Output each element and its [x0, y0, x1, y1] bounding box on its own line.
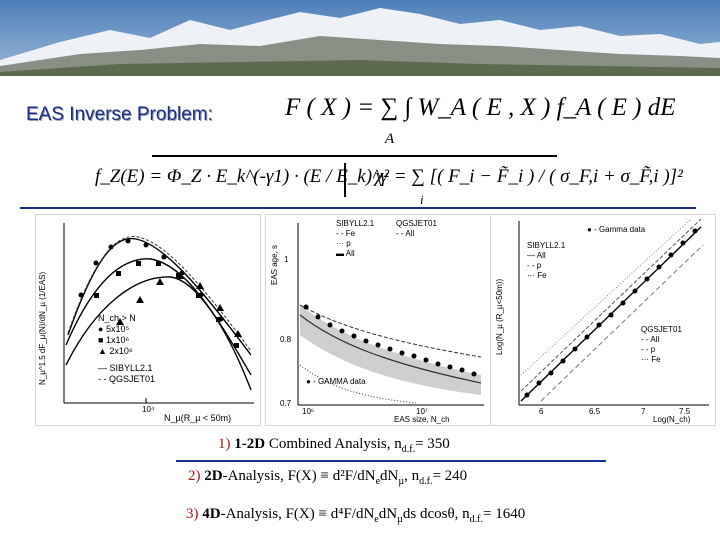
panel1-xtick: 10⁴	[142, 405, 155, 414]
panel2-legend-left: SIBYLL2.1 - - Fe ··· p ▬ All	[336, 219, 375, 258]
panel3-xtick: 7	[641, 407, 646, 416]
panel2-legend-item: p	[346, 239, 351, 248]
panel2-xlabel: EAS size, N_ch	[394, 415, 450, 424]
plot-panel-muon-vs-size: Log(N_µ (R_µ<50m)) 6 6.5 7 7.5 Log(N_ch)…	[490, 214, 716, 426]
panel2-ytick: 1	[284, 255, 289, 264]
panel3-ylabel: Log(N_µ (R_µ<50m))	[495, 278, 504, 355]
panel2-ytick: 0.7	[280, 399, 292, 408]
panel2-legend-item: SIBYLL2.1	[336, 219, 375, 228]
panel3-legend-item: Fe	[537, 271, 547, 280]
plot-panel-eas-age: EAS age, s 1 0.8 0.7 10⁶ 10⁷ EAS size, N…	[265, 214, 491, 426]
panel1-legend-item: 1x10⁶	[105, 335, 130, 345]
panel1-legend: N_ch > N ● 5x10⁵ ■ 1x10⁶ ▲ 2x10⁶ — SIBYL…	[98, 313, 156, 384]
spectrum-formula: f_Z(E) = Φ_Z · E_k^(-γ1) · (E / E_k)^γ	[95, 166, 388, 187]
slide-title: EAS Inverse Problem:	[26, 104, 213, 125]
panel3-legend-item: p	[650, 345, 656, 354]
panel2-legend-item: All	[345, 249, 355, 258]
formula-sum-index: A	[385, 131, 395, 147]
panel2-legend-item: QGSJET01	[396, 219, 437, 228]
panel3-legend-title: QGSJET01	[641, 325, 682, 334]
panel3-legend-item: p	[536, 261, 542, 270]
panel1-model-line: SIBYLL2.1	[109, 363, 153, 373]
panel2-ylabel: EAS age, s	[270, 244, 279, 285]
caption-4d-analysis: 3) 4D-Analysis, F(X) ≡ d⁴F/dNedNµds dcos…	[186, 506, 526, 525]
section-divider	[20, 207, 696, 209]
panel1-legend-title: N_ch > N	[98, 313, 136, 323]
panel3-xlabel: Log(N_ch)	[653, 415, 691, 424]
panel3-legend-top: SIBYLL2.1 — All - - p ··· Fe	[527, 241, 566, 280]
chi2-sum-index: i	[420, 192, 424, 207]
panel2-ytick: 0.8	[280, 335, 292, 344]
formula-separator	[344, 163, 346, 197]
caption-combined-analysis: 1) 1-2D Combined Analysis, nd.f.= 350	[218, 436, 450, 455]
panel2-data-label: ● - GAMMA data	[306, 377, 366, 386]
panel3-legend-bottom: QGSJET01 - - All - - p ··· Fe	[641, 325, 682, 364]
chi2-formula: χ² = ∑ [( F_i − F̃_i ) / ( σ_F,i + σ_F̃,…	[375, 166, 683, 187]
panel2-xtick: 10⁷	[416, 407, 428, 416]
panel3-legend-title: SIBYLL2.1	[527, 241, 566, 250]
panel3-legend-item: Fe	[651, 355, 661, 364]
plot-panel-muon-spectra: N_µ^1.5 dF_µ(N)/dN_µ (1/EAS) 10⁴ N_µ(R_µ…	[35, 214, 261, 426]
panel1-xlabel: N_µ(R_µ < 50m)	[164, 413, 232, 423]
panel1-legend-item: 5x10⁵	[105, 324, 130, 334]
panel3-legend-item: All	[536, 251, 546, 260]
panel3-xtick: 7.5	[679, 407, 691, 416]
panel3-data-label: ● - Gamma data	[587, 225, 646, 234]
panel2-legend-right: QGSJET01 - - All	[396, 219, 437, 238]
panel2-legend-item: Fe	[345, 229, 356, 238]
panel1-legend-item: 2x10⁶	[109, 346, 133, 356]
panel3-legend-item: All	[650, 335, 660, 344]
mountain-banner-image	[0, 0, 720, 76]
main-formula-text: F ( X ) = ∑ ∫ W_A ( E , X ) f_A ( E ) dE	[285, 94, 676, 121]
panel1-model-line: QGSJET01	[109, 374, 156, 384]
panel2-legend-item: All	[405, 229, 415, 238]
caption-divider	[176, 460, 606, 462]
formula-divider	[152, 155, 557, 157]
panel2-xtick: 10⁶	[302, 407, 315, 416]
caption-2d-analysis: 2) 2D-Analysis, F(X) ≡ d²F/dNedNµ, nd.f.…	[188, 468, 468, 487]
main-formula: F ( X ) = ∑ ∫ W_A ( E , X ) f_A ( E ) dE	[285, 94, 676, 122]
panel3-xtick: 6	[539, 407, 544, 416]
panel3-xtick: 6.5	[589, 407, 601, 416]
panel1-ylabel: N_µ^1.5 dF_µ(N)/dN_µ (1/EAS)	[38, 271, 47, 385]
